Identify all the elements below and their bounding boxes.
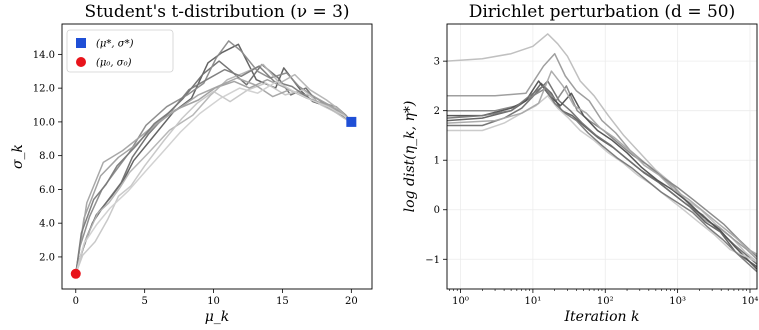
legend-label: (μ*, σ*) (96, 39, 134, 50)
x-tick-label: 20 (345, 296, 358, 307)
legend-box (66, 29, 174, 73)
series-line-3 (447, 80, 757, 265)
legend-label: (μ₀, σ₀) (96, 58, 132, 69)
series-line-0 (447, 33, 757, 263)
series-line-4 (75, 63, 352, 275)
series-line-5 (75, 82, 352, 275)
y-tick-label: 4.0 (39, 219, 55, 230)
series-line-5 (447, 80, 757, 270)
x-tick-label: 15 (276, 296, 289, 307)
y-tick-label: −1 (425, 255, 440, 266)
target-marker (346, 116, 357, 127)
series-line-7 (447, 70, 757, 255)
series-line-6 (75, 77, 352, 274)
chart-student-t: 0 5 10 15 20 2.0 4.0 6.0 8.0 10.0 12.0 14.0 Student'… (10, 2, 373, 325)
y-tick-label: 14.0 (33, 50, 55, 61)
series-line-3 (75, 78, 352, 274)
y-tick-label: 2 (434, 106, 440, 117)
series-line-4 (447, 85, 757, 258)
y-tick-label: 0 (434, 205, 440, 216)
y-tick-label: 12.0 (33, 84, 55, 95)
x-tick-label: 0 (73, 296, 79, 307)
series-line-8 (447, 85, 757, 273)
y-tick-label: 6.0 (39, 185, 55, 196)
x-tick-label: 10⁰ (452, 296, 469, 307)
plot-frame (446, 23, 758, 290)
x-axis-label: Iteration k (564, 309, 640, 325)
legend: (μ*, σ*) (μ₀, σ₀) (66, 29, 174, 73)
y-tick-label: 8.0 (39, 151, 55, 162)
y-tick-label: 1 (434, 156, 440, 167)
y-axis-label: σ_k (10, 144, 26, 169)
x-tick-label: 5 (141, 296, 147, 307)
chart-dirichlet: 10⁰ 10¹ 10² 10³ 10⁴ −1 0 1 2 3 Dirichlet perturbat… (402, 2, 758, 325)
x-tick-label: 10² (597, 296, 614, 307)
chart-title: Dirichlet perturbation (d = 50) (469, 2, 736, 22)
y-tick-label: 10.0 (33, 117, 55, 128)
x-tick-label: 10³ (669, 296, 686, 307)
y-tick-label: 2.0 (39, 252, 55, 263)
x-tick-label: 10¹ (525, 296, 542, 307)
chart-title: Student's t-distribution (ν = 3) (84, 2, 349, 22)
x-axis-label: μ_k (205, 309, 230, 325)
series-group (75, 40, 352, 275)
plot-frame (61, 23, 373, 290)
series-line-8 (75, 80, 352, 274)
legend-square-swatch (76, 38, 86, 48)
y-axis-label: log dist(η_k, η*) (402, 101, 418, 213)
series-line-1 (447, 52, 757, 260)
y-tick-label: 3 (434, 57, 440, 68)
x-tick-label: 10⁴ (742, 296, 759, 307)
start-marker (70, 268, 81, 279)
series-group (447, 33, 757, 273)
legend-circle-swatch (76, 57, 86, 67)
x-tick-label: 10 (207, 296, 220, 307)
